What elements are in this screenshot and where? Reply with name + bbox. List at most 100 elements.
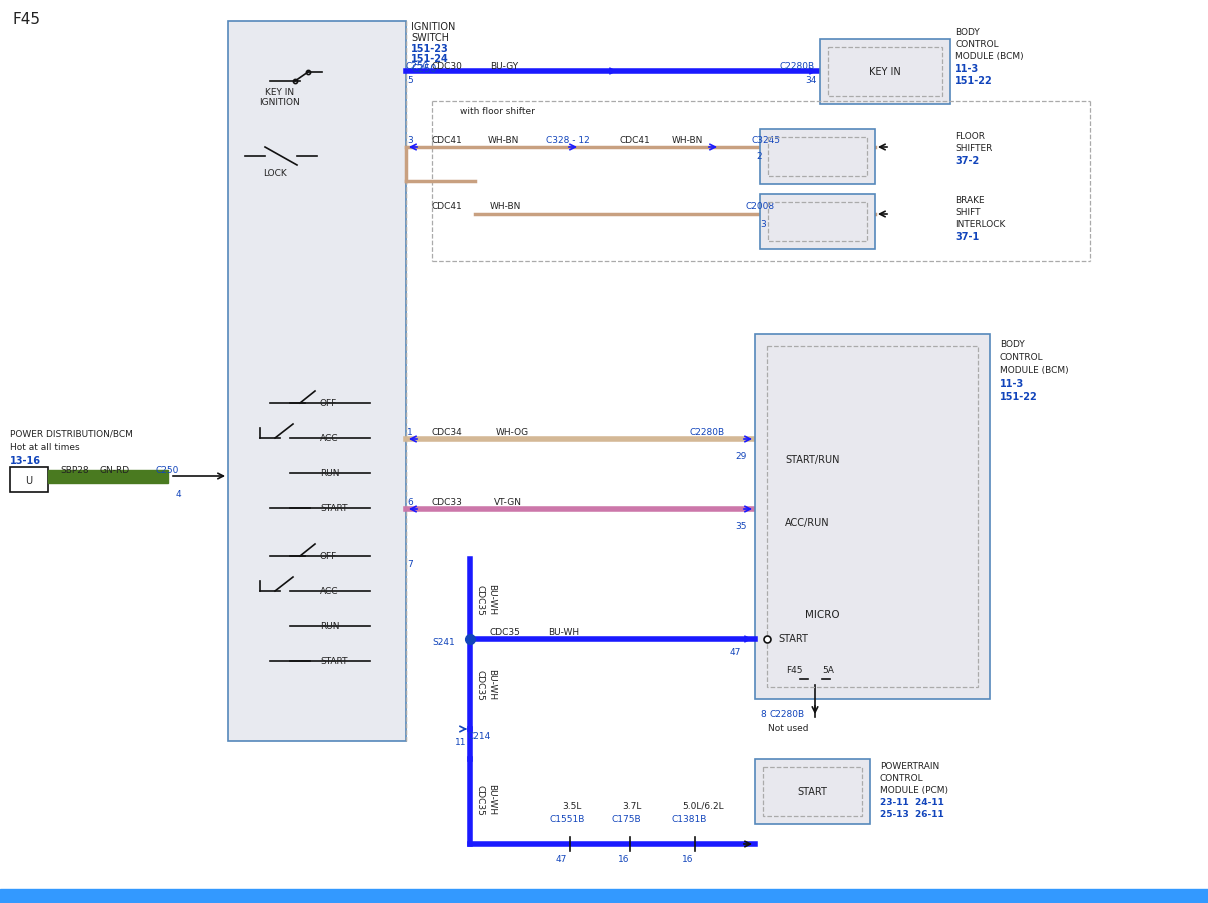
- Text: C250: C250: [406, 62, 429, 71]
- Text: C2008: C2008: [745, 201, 774, 210]
- Text: F45: F45: [12, 12, 40, 27]
- Text: 5.0L/6.2L: 5.0L/6.2L: [683, 801, 724, 810]
- Text: C2280B: C2280B: [690, 427, 725, 436]
- Text: 16: 16: [618, 854, 629, 863]
- Text: 35: 35: [734, 521, 747, 530]
- Text: 25-13  26-11: 25-13 26-11: [879, 809, 943, 818]
- Text: C214: C214: [467, 731, 492, 740]
- Text: START: START: [320, 656, 348, 666]
- Text: C175B: C175B: [612, 815, 641, 824]
- Text: 151-22: 151-22: [956, 76, 993, 86]
- Text: BRAKE: BRAKE: [956, 196, 985, 205]
- Text: C2280B: C2280B: [769, 709, 805, 718]
- Text: 3: 3: [407, 135, 413, 144]
- Text: C1551B: C1551B: [550, 815, 586, 824]
- Text: ACC: ACC: [320, 433, 338, 442]
- Text: 23-11  24-11: 23-11 24-11: [879, 797, 943, 806]
- Text: C250: C250: [411, 64, 436, 74]
- Bar: [755, 759, 870, 824]
- Text: START/RUN: START/RUN: [785, 454, 840, 464]
- Text: IGNITION: IGNITION: [260, 98, 301, 107]
- Text: SWITCH: SWITCH: [411, 33, 449, 43]
- Text: 151-23: 151-23: [411, 44, 448, 54]
- Text: 5: 5: [407, 76, 413, 85]
- Text: CONTROL: CONTROL: [956, 40, 999, 49]
- Text: START: START: [778, 633, 808, 643]
- Text: ACC/RUN: ACC/RUN: [785, 517, 830, 527]
- Bar: [760, 195, 875, 250]
- Text: START: START: [797, 787, 827, 796]
- Text: IGNITION: IGNITION: [411, 22, 455, 32]
- Text: 29: 29: [734, 452, 747, 461]
- Text: MODULE (BCM): MODULE (BCM): [1000, 366, 1069, 375]
- Text: LOCK: LOCK: [263, 169, 286, 178]
- Text: S241: S241: [432, 638, 455, 647]
- Text: GN-RD: GN-RD: [100, 465, 130, 474]
- Bar: [755, 335, 991, 699]
- Text: RUN: RUN: [320, 469, 339, 478]
- Text: CONTROL: CONTROL: [1000, 352, 1044, 361]
- Text: 13-16: 13-16: [10, 455, 41, 465]
- Text: F45: F45: [786, 666, 802, 675]
- Text: BU-WH: BU-WH: [548, 628, 579, 637]
- Text: 34: 34: [805, 76, 817, 85]
- Bar: [820, 40, 949, 105]
- Text: BU-WH: BU-WH: [488, 669, 496, 700]
- Text: 1: 1: [407, 427, 413, 436]
- Text: 37-2: 37-2: [956, 156, 980, 166]
- Text: SBP28: SBP28: [60, 465, 88, 474]
- Text: CDC35: CDC35: [476, 669, 484, 700]
- Bar: [48, 470, 168, 483]
- Text: WH-BN: WH-BN: [488, 135, 519, 144]
- Text: INTERLOCK: INTERLOCK: [956, 219, 1005, 228]
- Text: START: START: [320, 504, 348, 512]
- Text: BU-GY: BU-GY: [490, 62, 518, 71]
- Text: 3.5L: 3.5L: [562, 801, 581, 810]
- Text: CDC33: CDC33: [432, 498, 463, 507]
- Text: OFF: OFF: [320, 552, 337, 561]
- Text: FLOOR: FLOOR: [956, 132, 985, 141]
- Text: Hot at all times: Hot at all times: [10, 442, 80, 452]
- Text: with floor shifter: with floor shifter: [460, 107, 535, 116]
- Text: MICRO: MICRO: [805, 610, 840, 619]
- Text: OFF: OFF: [320, 398, 337, 407]
- Text: BODY: BODY: [956, 28, 980, 37]
- Text: POWER DISTRIBUTION/BCM: POWER DISTRIBUTION/BCM: [10, 430, 133, 439]
- Text: 151-24: 151-24: [411, 54, 448, 64]
- Text: CDC41: CDC41: [432, 201, 463, 210]
- Text: 3.7L: 3.7L: [622, 801, 641, 810]
- Text: CDC30: CDC30: [432, 62, 463, 71]
- Bar: [0, 889, 1208, 903]
- Text: 7: 7: [407, 559, 413, 568]
- Text: CDC35: CDC35: [490, 628, 521, 637]
- Text: C3245: C3245: [753, 135, 782, 144]
- Text: CDC35: CDC35: [476, 584, 484, 615]
- Bar: [768, 203, 867, 242]
- Text: SHIFTER: SHIFTER: [956, 144, 993, 153]
- Text: C328 - 12: C328 - 12: [546, 135, 590, 144]
- Text: 8: 8: [760, 709, 766, 718]
- Bar: [767, 347, 978, 687]
- Text: BU-WH: BU-WH: [488, 584, 496, 615]
- Bar: [763, 768, 863, 816]
- Text: 11-3: 11-3: [956, 64, 980, 74]
- Text: WH-OG: WH-OG: [496, 427, 529, 436]
- Bar: [760, 130, 875, 185]
- Text: CONTROL: CONTROL: [879, 773, 924, 782]
- Text: CDC35: CDC35: [476, 784, 484, 815]
- Text: CDC41: CDC41: [620, 135, 651, 144]
- Text: RUN: RUN: [320, 621, 339, 630]
- Text: 16: 16: [683, 854, 693, 863]
- Text: 6: 6: [407, 498, 413, 507]
- Bar: [768, 138, 867, 177]
- Bar: [10, 468, 48, 492]
- Text: WH-BN: WH-BN: [672, 135, 703, 144]
- Text: 3: 3: [760, 219, 766, 228]
- Text: 37-1: 37-1: [956, 232, 980, 242]
- Bar: [827, 48, 942, 97]
- Text: C1381B: C1381B: [672, 815, 708, 824]
- Text: 11-3: 11-3: [1000, 378, 1024, 388]
- Text: C2280B: C2280B: [780, 62, 815, 71]
- Text: CDC34: CDC34: [432, 427, 463, 436]
- Text: 5A: 5A: [821, 666, 834, 675]
